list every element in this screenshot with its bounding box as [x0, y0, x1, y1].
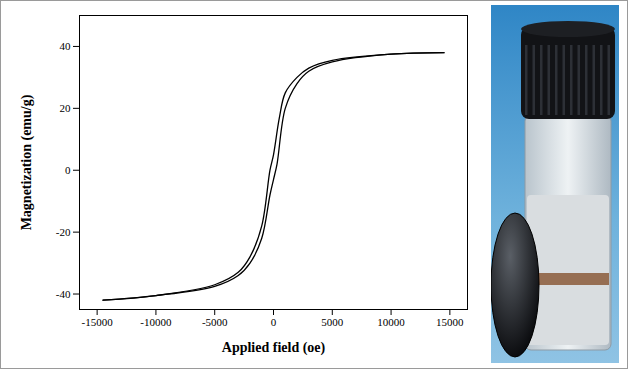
svg-text:-15000: -15000 — [82, 316, 114, 328]
svg-text:10000: 10000 — [377, 316, 405, 328]
svg-text:Applied field (oe): Applied field (oe) — [222, 340, 326, 356]
svg-text:-20: -20 — [56, 226, 71, 238]
svg-text:0: 0 — [65, 164, 71, 176]
svg-text:0: 0 — [271, 316, 277, 328]
svg-text:-5000: -5000 — [202, 316, 228, 328]
svg-text:40: 40 — [60, 40, 72, 52]
svg-text:15000: 15000 — [436, 316, 464, 328]
svg-text:Magnetization (emu/g): Magnetization (emu/g) — [19, 94, 35, 230]
svg-text:20: 20 — [60, 102, 72, 114]
svg-text:-40: -40 — [56, 288, 71, 300]
svg-text:-10000: -10000 — [140, 316, 172, 328]
svg-text:5000: 5000 — [321, 316, 344, 328]
